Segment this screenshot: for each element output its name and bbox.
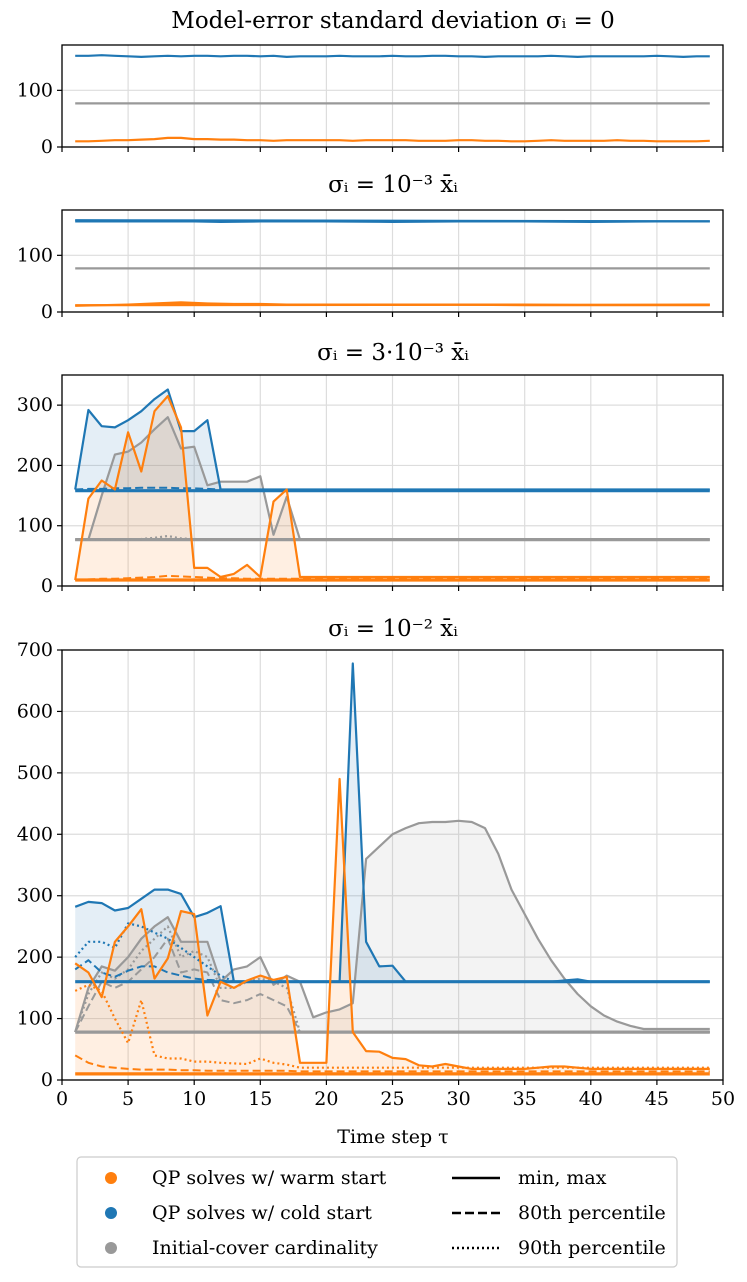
y-tick-label: 500 xyxy=(17,762,53,784)
y-tick-label: 0 xyxy=(41,575,53,597)
panel-2-title: σᵢ = 10⁻³ x̄ᵢ xyxy=(328,172,458,198)
legend-p80-label: 80th percentile xyxy=(518,1202,666,1224)
cold-max-line xyxy=(75,54,710,59)
panel-4-plot: 0 5 10 15 20 25 30 35 40 45 5001002003004005006007… xyxy=(17,639,735,1110)
legend-cold-label: QP solves w/ cold start xyxy=(152,1202,372,1224)
y-tick-label: 0 xyxy=(41,1069,53,1091)
y-tick-label: 600 xyxy=(17,700,53,722)
cold-band xyxy=(75,389,710,491)
y-tick-label: 200 xyxy=(17,946,53,968)
cold-band xyxy=(75,663,710,982)
warm-p80-line xyxy=(74,1054,710,1073)
x-tick-label: 20 xyxy=(314,1088,338,1110)
panel-1-plot: 0 100 xyxy=(17,44,724,158)
x-tick-label: 50 xyxy=(711,1088,735,1110)
legend-p90-label: 90th percentile xyxy=(518,1237,666,1259)
y-tick-label: 100 xyxy=(17,244,53,266)
x-tick-label: 0 xyxy=(56,1088,68,1110)
y-tick-label: 100 xyxy=(17,79,53,101)
legend-cold-marker xyxy=(105,1207,117,1219)
x-axis-label: Time step τ xyxy=(337,1126,448,1148)
warm-max-line xyxy=(75,136,710,143)
y-tick-label: 0 xyxy=(41,301,53,323)
warm-max-line xyxy=(74,395,710,581)
warm-p90-line xyxy=(74,983,710,1069)
warm-band xyxy=(75,779,710,1074)
x-tick-label: 10 xyxy=(182,1088,206,1110)
y-tick-label: 300 xyxy=(17,885,53,907)
x-tick-label: 15 xyxy=(248,1088,272,1110)
cold-p80-line xyxy=(75,486,710,491)
x-tick-label: 35 xyxy=(513,1088,537,1110)
legend: QP solves w/ warm start QP solves w/ col… xyxy=(76,1156,678,1268)
legend-cover-marker xyxy=(105,1242,117,1254)
y-tick-label: 100 xyxy=(17,515,53,537)
warm-max-line xyxy=(75,303,710,307)
legend-minmax-label: min, max xyxy=(518,1167,607,1189)
cover-band xyxy=(75,417,710,540)
cover-max-line xyxy=(74,819,710,1033)
panel-1-title: Model-error standard deviation σᵢ = 0 xyxy=(171,8,614,34)
legend-warm-label: QP solves w/ warm start xyxy=(152,1167,387,1189)
warm-p80-line xyxy=(75,574,710,581)
cover-p90-line xyxy=(74,925,710,1034)
panel-4-title: σᵢ = 10⁻² x̄ᵢ xyxy=(328,616,458,642)
y-tick-label: 300 xyxy=(17,394,53,416)
cold-max-line xyxy=(75,219,710,223)
x-tick-label: 5 xyxy=(122,1088,134,1110)
warm-band xyxy=(75,396,710,580)
y-tick-label: 400 xyxy=(17,823,53,845)
panel-2-plot: 0 100 xyxy=(17,209,724,323)
y-tick-label: 0 xyxy=(41,136,53,158)
y-tick-label: 700 xyxy=(17,639,53,661)
warm-max-line xyxy=(74,777,710,1071)
legend-frame xyxy=(76,1156,678,1268)
y-tick-label: 200 xyxy=(17,454,53,476)
legend-cover-label: Initial-cover cardinality xyxy=(152,1237,378,1259)
panel-3-plot: 0 100 200 300 xyxy=(17,374,724,597)
cover-p90-line xyxy=(75,534,710,541)
cold-p90-line xyxy=(74,922,710,983)
legend-warm-marker xyxy=(105,1172,117,1184)
y-tick-label: 100 xyxy=(17,1008,53,1030)
x-tick-label: 25 xyxy=(380,1088,404,1110)
x-tick-label: 45 xyxy=(645,1088,669,1110)
x-tick-label: 30 xyxy=(447,1088,471,1110)
x-tick-label: 40 xyxy=(579,1088,603,1110)
panel-3-title: σᵢ = 3·10⁻³ x̄ᵢ xyxy=(317,340,469,366)
